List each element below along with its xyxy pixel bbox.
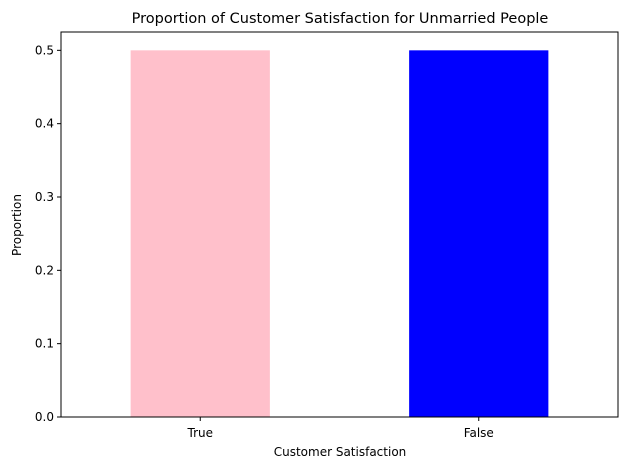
chart-title: Proportion of Customer Satisfaction for … — [132, 11, 549, 27]
y-tick-label: 0.4 — [35, 117, 54, 131]
plot-area: True False 0.0 0.1 0.2 0.3 0.4 0.5 — [35, 43, 549, 440]
y-axis-label: Proportion — [10, 194, 24, 256]
x-tick-label: False — [464, 426, 494, 440]
bar-true — [130, 50, 270, 417]
bar-false — [409, 50, 549, 417]
x-tick-label: True — [187, 426, 214, 440]
y-tick-label: 0.1 — [35, 337, 54, 351]
y-tick-label: 0.3 — [35, 190, 54, 204]
x-axis-label: Customer Satisfaction — [274, 445, 407, 459]
y-tick-label: 0.2 — [35, 263, 54, 277]
y-tick-label: 0.0 — [35, 410, 54, 424]
plot-frame — [60, 31, 619, 418]
y-tick-label: 0.5 — [35, 43, 54, 57]
